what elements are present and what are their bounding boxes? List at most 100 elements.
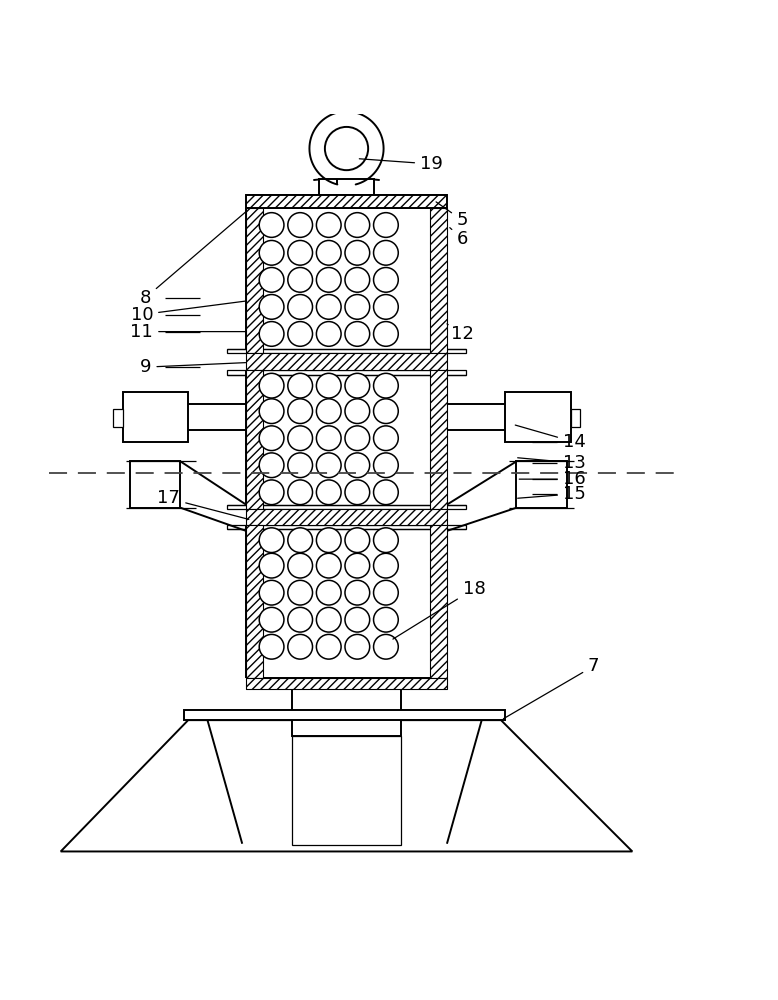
Bar — [430, 525, 447, 678]
Circle shape — [317, 528, 341, 553]
Circle shape — [317, 295, 341, 319]
Polygon shape — [61, 720, 633, 851]
Circle shape — [259, 295, 284, 319]
Text: 18: 18 — [393, 580, 485, 639]
Circle shape — [288, 553, 313, 578]
Circle shape — [259, 373, 284, 398]
Circle shape — [288, 213, 313, 237]
Circle shape — [288, 607, 313, 632]
Circle shape — [259, 240, 284, 265]
Circle shape — [373, 607, 398, 632]
Bar — [246, 208, 263, 353]
Bar — [246, 678, 447, 689]
Circle shape — [325, 127, 368, 170]
Circle shape — [259, 322, 284, 346]
Text: 9: 9 — [140, 358, 246, 376]
Circle shape — [345, 480, 370, 505]
Text: 12: 12 — [447, 324, 474, 343]
Circle shape — [317, 480, 341, 505]
Circle shape — [317, 322, 341, 346]
Circle shape — [345, 528, 370, 553]
Circle shape — [373, 213, 398, 237]
Bar — [226, 370, 466, 375]
Bar — [430, 208, 447, 353]
Circle shape — [373, 480, 398, 505]
Text: 15: 15 — [517, 485, 586, 503]
Text: 5: 5 — [436, 202, 468, 229]
Circle shape — [373, 399, 398, 424]
Bar — [246, 195, 447, 208]
Circle shape — [373, 267, 398, 292]
Circle shape — [288, 426, 313, 451]
Circle shape — [345, 399, 370, 424]
Circle shape — [317, 634, 341, 659]
Text: 10: 10 — [131, 301, 246, 324]
Circle shape — [373, 295, 398, 319]
Circle shape — [373, 373, 398, 398]
Circle shape — [373, 453, 398, 478]
Circle shape — [288, 399, 313, 424]
Circle shape — [259, 528, 284, 553]
Circle shape — [373, 528, 398, 553]
Text: 11: 11 — [131, 323, 246, 341]
Circle shape — [345, 267, 370, 292]
Circle shape — [345, 607, 370, 632]
Circle shape — [317, 240, 341, 265]
Bar — [226, 349, 466, 353]
Bar — [293, 689, 401, 736]
Circle shape — [317, 213, 341, 237]
Circle shape — [288, 580, 313, 605]
Circle shape — [288, 480, 313, 505]
Circle shape — [259, 426, 284, 451]
Circle shape — [259, 267, 284, 292]
Circle shape — [317, 426, 341, 451]
Circle shape — [317, 373, 341, 398]
Text: 6: 6 — [450, 228, 468, 248]
Circle shape — [345, 580, 370, 605]
Circle shape — [288, 528, 313, 553]
Bar — [246, 370, 263, 509]
Text: 17: 17 — [157, 489, 249, 519]
Text: 14: 14 — [515, 425, 586, 451]
Bar — [430, 370, 447, 509]
Circle shape — [345, 634, 370, 659]
Text: 13: 13 — [517, 454, 586, 472]
Circle shape — [317, 607, 341, 632]
Circle shape — [259, 213, 284, 237]
Bar — [114, 409, 122, 427]
Circle shape — [259, 399, 284, 424]
Bar — [293, 736, 401, 845]
Circle shape — [345, 213, 370, 237]
Circle shape — [317, 267, 341, 292]
Circle shape — [288, 634, 313, 659]
Circle shape — [345, 426, 370, 451]
Circle shape — [288, 240, 313, 265]
Circle shape — [288, 453, 313, 478]
Bar — [246, 525, 263, 678]
Text: 19: 19 — [359, 155, 443, 173]
Text: 8: 8 — [140, 211, 247, 307]
Bar — [226, 525, 466, 529]
Bar — [226, 505, 466, 509]
Circle shape — [259, 634, 284, 659]
Circle shape — [288, 373, 313, 398]
Circle shape — [345, 295, 370, 319]
Circle shape — [317, 399, 341, 424]
Bar — [517, 461, 566, 508]
Circle shape — [317, 580, 341, 605]
Circle shape — [345, 553, 370, 578]
Circle shape — [288, 295, 313, 319]
Circle shape — [259, 553, 284, 578]
Bar — [130, 461, 180, 508]
Circle shape — [259, 580, 284, 605]
Circle shape — [288, 322, 313, 346]
Bar — [570, 409, 580, 427]
Circle shape — [317, 553, 341, 578]
Bar — [122, 392, 188, 442]
Bar — [246, 509, 447, 525]
Circle shape — [345, 322, 370, 346]
Text: 7: 7 — [503, 657, 599, 719]
Bar — [505, 392, 570, 442]
Circle shape — [373, 580, 398, 605]
Circle shape — [259, 453, 284, 478]
